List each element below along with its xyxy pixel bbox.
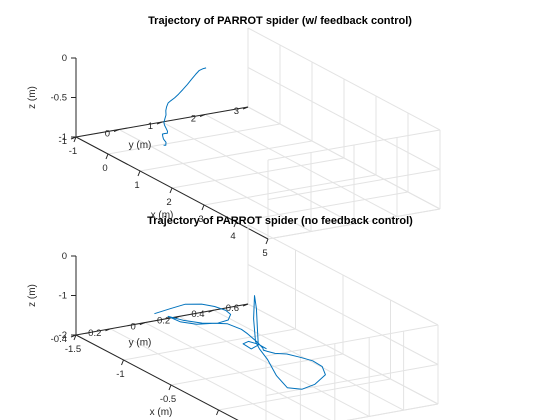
grid-line <box>205 115 397 217</box>
x-tick-label: -1 <box>116 369 124 380</box>
y-tick-label: 0 <box>131 322 136 333</box>
x-tick-label: 0 <box>102 163 107 174</box>
grid-line <box>179 316 369 416</box>
x-tick-mark <box>170 188 172 193</box>
y-tick-label: 0 <box>105 129 110 140</box>
x-tick-mark <box>138 171 140 176</box>
x-tick-label: 1 <box>134 180 139 191</box>
grid-line <box>219 379 391 410</box>
chart-title: Trajectory of PARROT spider (no feedback… <box>147 215 413 227</box>
grid-line <box>145 323 335 420</box>
z-tick-label: 0 <box>62 251 67 262</box>
z-tick-label: -0.5 <box>51 93 67 104</box>
grid-line <box>162 122 354 224</box>
y-tick-label: 2 <box>191 114 196 125</box>
y-tick-label: -0.2 <box>85 328 101 339</box>
y-axis-label: y (m) <box>129 338 152 349</box>
y-tick-label: 1 <box>148 121 153 132</box>
z-tick-label: -1 <box>59 291 67 302</box>
x-tick-mark <box>122 360 124 365</box>
x-tick-mark <box>266 239 268 244</box>
plot-no-feedback: Trajectory of PARROT spider (no feedback… <box>27 215 438 420</box>
z-tick-label: 0 <box>62 53 67 64</box>
grid-line <box>171 354 343 385</box>
grid-line <box>266 404 438 420</box>
x-tick-label: 5 <box>262 248 267 259</box>
chart-title: Trajectory of PARROT spider (w/ feedback… <box>148 15 412 27</box>
x-tick-label: -1.5 <box>65 344 81 355</box>
x-tick-mark <box>202 205 204 210</box>
z-axis-label: z (m) <box>27 86 38 109</box>
y-tick-label: 0.4 <box>191 309 204 320</box>
x-tick-mark <box>217 410 219 415</box>
x-tick-label: 4 <box>230 231 235 242</box>
z-tick-label: -2 <box>59 330 67 341</box>
x-axis-label: x (m) <box>150 407 173 418</box>
x-tick-mark <box>106 154 108 159</box>
x-tick-label: -0.5 <box>160 394 176 405</box>
z-tick-label: -1 <box>59 132 67 143</box>
x-tick-label: 2 <box>166 197 171 208</box>
x-tick-label: -1 <box>69 146 77 157</box>
x-tick-mark <box>169 385 171 390</box>
grid-line <box>214 310 404 410</box>
grid-line <box>266 404 438 420</box>
y-tick-label: 3 <box>234 106 239 117</box>
y-tick-label: 0.2 <box>157 315 170 326</box>
y-axis-label: y (m) <box>129 140 152 151</box>
trajectory-line <box>154 296 325 390</box>
z-axis-label: z (m) <box>27 284 38 307</box>
